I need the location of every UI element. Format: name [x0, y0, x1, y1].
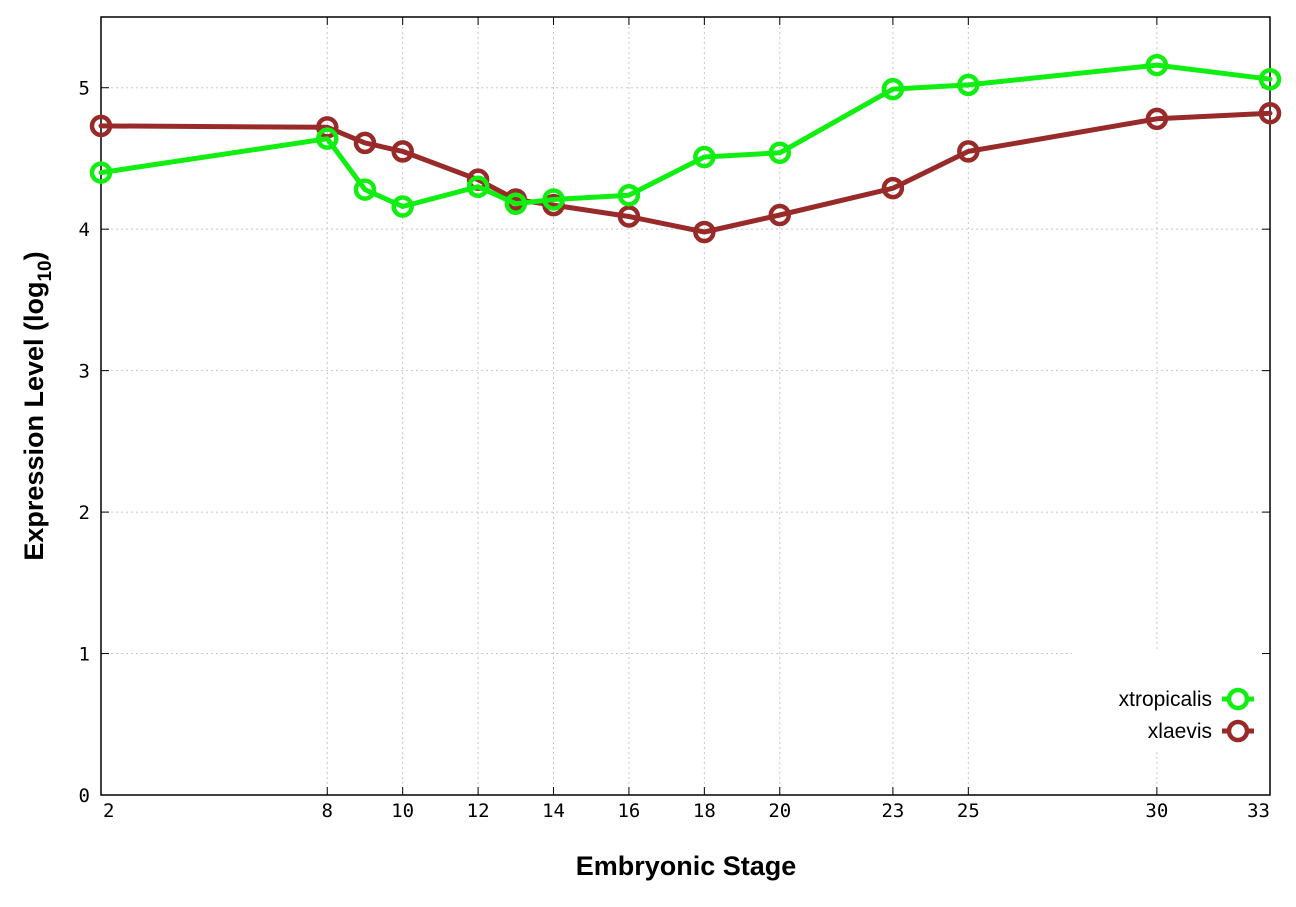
x-tick-label: 10 [391, 800, 414, 822]
data-point-xtropicalis [1258, 67, 1282, 91]
x-tick-label: 8 [322, 800, 333, 822]
legend-label: xtropicalis [1119, 688, 1212, 711]
data-point-xtropicalis [391, 195, 414, 218]
x-tick-label: 20 [768, 800, 791, 822]
y-axis-title-close: ) [19, 251, 49, 260]
data-point-xlaevis [391, 140, 414, 163]
data-point-xlaevis [957, 140, 980, 163]
x-tick-label: 18 [693, 800, 716, 822]
y-tick-label: 0 [79, 785, 90, 807]
data-point-xlaevis [1258, 101, 1282, 125]
legend-label: xlaevis [1148, 720, 1212, 743]
series-layer [89, 53, 1282, 244]
data-point-xtropicalis [353, 178, 377, 201]
data-point-xlaevis [1145, 107, 1169, 131]
data-point-xtropicalis [693, 145, 716, 169]
x-tick-label: 33 [1247, 800, 1270, 822]
data-point-xtropicalis [1145, 53, 1169, 77]
data-point-xtropicalis [504, 192, 528, 215]
x-tick-label: 12 [467, 800, 490, 822]
y-axis-title: Expression Level (log10) [19, 251, 56, 560]
data-point-xtropicalis [957, 73, 980, 97]
data-point-xtropicalis [768, 141, 792, 165]
data-point-xtropicalis [617, 183, 641, 207]
legend-entry-xtropicalis: xtropicalis [1119, 687, 1254, 711]
data-point-xlaevis [881, 176, 905, 200]
legend: xtropicalis xlaevis [1072, 652, 1262, 752]
x-tick-label: 30 [1145, 800, 1168, 822]
x-tick-label: 25 [957, 800, 980, 822]
data-point-xtropicalis [881, 77, 905, 101]
plot-frame [100, 16, 1271, 796]
y-tick-label: 1 [79, 644, 90, 666]
legend-marker [1226, 719, 1250, 743]
x-tick-label: 2 [103, 800, 114, 822]
series-line-xlaevis [98, 110, 1273, 235]
series-xlaevis [89, 101, 1282, 244]
series-line-xtropicalis [98, 62, 1273, 209]
data-point-xtropicalis [466, 175, 490, 198]
data-point-xtropicalis [89, 161, 113, 184]
data-point-xlaevis [89, 114, 113, 138]
y-axis-title-main: Expression Level (log [19, 282, 49, 561]
data-point-xtropicalis [316, 127, 339, 150]
data-point-xlaevis [693, 220, 716, 244]
data-point-xtropicalis [542, 188, 565, 211]
y-tick-label: 5 [79, 78, 90, 100]
y-tick-label: 3 [79, 361, 90, 383]
y-tick-label: 4 [79, 219, 90, 241]
data-point-xlaevis [768, 203, 792, 227]
data-point-xlaevis [617, 205, 641, 228]
x-tick-label: 23 [881, 800, 904, 822]
data-point-xlaevis [353, 131, 377, 155]
legend-marker [1226, 687, 1250, 711]
legend-entry-xlaevis: xlaevis [1148, 719, 1254, 743]
x-tick-label: 14 [542, 800, 565, 822]
x-tick-label: 16 [617, 800, 640, 822]
series-xtropicalis [89, 53, 1282, 218]
x-axis-title: Embryonic Stage [576, 851, 797, 881]
y-tick-label: 2 [79, 502, 90, 524]
y-axis-title-subscript: 10 [35, 260, 56, 281]
